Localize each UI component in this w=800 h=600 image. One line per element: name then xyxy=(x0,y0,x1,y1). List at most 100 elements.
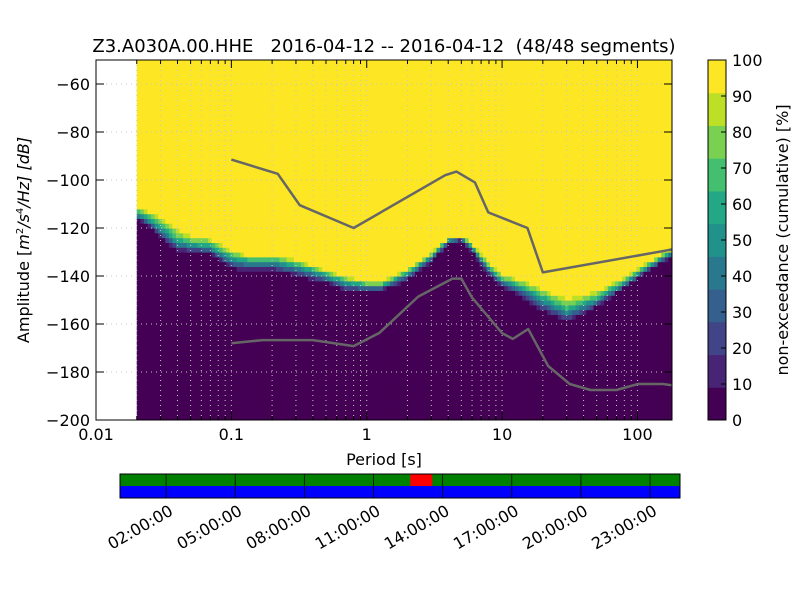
heatmap-cell xyxy=(286,103,291,109)
heatmap-cell xyxy=(329,381,334,387)
heatmap-cell xyxy=(236,309,241,315)
heatmap-cell xyxy=(329,136,334,143)
heatmap-cell xyxy=(215,103,220,109)
heatmap-cell xyxy=(322,362,327,368)
heatmap-cell xyxy=(161,108,166,114)
heatmap-cell xyxy=(211,381,216,387)
heatmap-cell xyxy=(286,232,291,239)
heatmap-cell xyxy=(211,64,216,71)
heatmap-cell xyxy=(168,386,174,392)
heatmap-cell xyxy=(329,218,334,224)
heatmap-cell xyxy=(154,242,159,248)
heatmap-cell xyxy=(211,343,216,349)
heatmap-cell xyxy=(151,151,156,157)
heatmap-cell xyxy=(308,343,313,349)
heatmap-cell xyxy=(304,60,309,66)
heatmap-cell xyxy=(172,228,177,234)
heatmap-cell xyxy=(176,338,181,344)
heatmap-cell xyxy=(365,74,370,80)
heatmap-cell xyxy=(197,117,202,123)
heatmap-cell xyxy=(247,386,252,392)
heatmap-cell xyxy=(208,141,213,147)
heatmap-cell xyxy=(233,146,238,152)
heatmap-cell xyxy=(308,309,313,315)
heatmap-cell xyxy=(361,108,366,114)
heatmap-cell xyxy=(236,367,241,373)
heatmap-cell xyxy=(357,156,363,162)
heatmap-cell xyxy=(229,276,234,282)
heatmap-cell xyxy=(308,333,313,339)
heatmap-cell xyxy=(197,228,202,234)
heatmap-cell xyxy=(365,319,370,325)
heatmap-cell xyxy=(183,218,188,224)
heatmap-cell xyxy=(225,314,231,320)
heatmap-cell xyxy=(304,170,309,176)
heatmap-cell xyxy=(197,247,202,253)
heatmap-cell xyxy=(297,242,302,248)
heatmap-cell xyxy=(336,247,341,253)
heatmap-cell xyxy=(354,324,359,330)
heatmap-cell xyxy=(200,285,206,291)
heatmap-cell xyxy=(343,280,348,287)
heatmap-cell xyxy=(136,79,141,85)
heatmap-cell xyxy=(311,280,316,287)
heatmap-cell xyxy=(136,175,141,181)
heatmap-cell xyxy=(322,208,327,215)
heatmap-cell xyxy=(136,69,141,75)
heatmap-cell xyxy=(179,319,184,325)
heatmap-cell xyxy=(311,276,316,282)
heatmap-cell xyxy=(233,333,238,339)
heatmap-cell xyxy=(143,103,149,109)
heatmap-cell xyxy=(197,93,202,99)
heatmap-cell xyxy=(297,271,302,277)
heatmap-cell xyxy=(147,376,152,383)
heatmap-cell xyxy=(200,324,206,330)
heatmap-cell xyxy=(261,108,266,114)
heatmap-cell xyxy=(176,362,181,368)
heatmap-cell xyxy=(357,271,363,277)
heatmap-cell xyxy=(250,69,256,75)
heatmap-cell xyxy=(290,348,295,354)
heatmap-cell xyxy=(286,333,291,339)
heatmap-cell xyxy=(218,204,223,210)
heatmap-cell xyxy=(354,151,359,157)
heatmap-cell xyxy=(279,88,284,95)
heatmap-cell xyxy=(222,314,227,320)
heatmap-cell xyxy=(293,132,298,138)
heatmap-cell xyxy=(315,146,320,152)
heatmap-cell xyxy=(218,98,223,104)
heatmap-cell xyxy=(211,352,216,359)
heatmap-cell xyxy=(365,405,370,411)
heatmap-cell xyxy=(176,213,181,219)
heatmap-cell xyxy=(254,362,259,368)
heatmap-cell xyxy=(225,285,231,291)
heatmap-cell xyxy=(176,271,181,277)
heatmap-cell xyxy=(268,357,273,363)
heatmap-cell xyxy=(229,338,234,344)
heatmap-cell xyxy=(147,232,152,239)
heatmap-cell xyxy=(357,98,363,104)
heatmap-cell xyxy=(322,165,327,171)
heatmap-cell xyxy=(311,79,316,85)
heatmap-cell xyxy=(179,218,184,224)
heatmap-cell xyxy=(154,79,159,85)
heatmap-cell xyxy=(322,93,327,99)
heatmap-cell xyxy=(197,400,202,407)
heatmap-cell xyxy=(304,93,309,99)
heatmap-cell xyxy=(347,391,352,397)
heatmap-cell xyxy=(354,108,359,114)
heatmap-cell xyxy=(158,410,163,416)
heatmap-cell xyxy=(322,141,327,147)
heatmap-cell xyxy=(290,103,295,109)
heatmap-cell xyxy=(318,84,323,90)
heatmap-cell xyxy=(140,218,145,224)
heatmap-cell xyxy=(254,328,259,335)
heatmap-cell xyxy=(193,136,199,143)
heatmap-cell xyxy=(136,280,141,287)
heatmap-cell xyxy=(143,338,149,344)
heatmap-cell xyxy=(318,372,323,378)
heatmap-cell xyxy=(315,189,320,195)
heatmap-cell xyxy=(158,314,163,320)
heatmap-cell xyxy=(208,396,213,402)
heatmap-cell xyxy=(250,362,256,368)
